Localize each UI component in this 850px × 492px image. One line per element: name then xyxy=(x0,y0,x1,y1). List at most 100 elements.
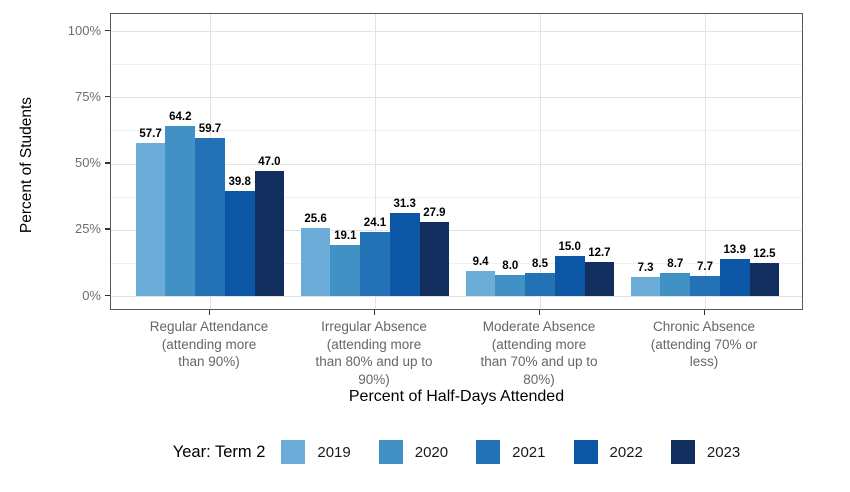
category-label-line: than 90%) xyxy=(178,354,240,369)
category-label-line: (attending 70% or xyxy=(650,336,758,352)
bar-value-label: 59.7 xyxy=(198,122,222,135)
category-label-line: 80%) xyxy=(523,371,555,387)
category-label-line: less) xyxy=(689,354,719,369)
category-label-line: than 80% and up to xyxy=(315,354,433,369)
bar-2023 xyxy=(749,262,780,296)
bar-2022 xyxy=(224,190,255,296)
bar-2022 xyxy=(719,259,750,296)
y-axis-tick xyxy=(105,228,110,230)
legend-swatch-2020 xyxy=(378,440,403,464)
category-label: Chronic Absence (attending 70% or less) xyxy=(616,318,792,371)
bar-value-label: 47.0 xyxy=(258,156,281,169)
category-gridline xyxy=(539,14,541,309)
y-axis-tick xyxy=(105,162,110,164)
bar-value-label: 64.2 xyxy=(169,110,192,123)
minor-gridline xyxy=(111,130,802,132)
category-label: Regular Attendance (attending more than 90… xyxy=(121,318,297,371)
y-tick-label: 0% xyxy=(82,287,101,303)
category-gridline xyxy=(704,14,706,309)
bar-2019 xyxy=(465,271,496,296)
bar-value-label: 31.3 xyxy=(393,198,416,211)
bar-value-label: 27.9 xyxy=(423,207,446,220)
bar-value-label: 13.9 xyxy=(723,244,746,257)
legend-swatch-2023 xyxy=(670,440,695,464)
y-axis-tick xyxy=(105,294,110,296)
bar-2021 xyxy=(360,232,390,296)
category-label-line: Moderate Absence xyxy=(482,319,596,334)
bar-value-label: 8.5 xyxy=(532,258,548,271)
legend-item-2022: 2022 xyxy=(573,440,643,464)
y-tick-label: 75% xyxy=(74,88,101,104)
x-axis-tick xyxy=(208,310,210,315)
minor-gridline xyxy=(111,262,802,264)
minor-gridline xyxy=(111,196,802,198)
category-label-line: Regular Attendance xyxy=(149,319,269,334)
bar-2023 xyxy=(419,222,450,296)
bar-2022 xyxy=(554,256,585,296)
bar-2019 xyxy=(135,143,166,296)
legend-swatch-2019 xyxy=(281,440,306,464)
category-label: Moderate Absence (attending more than 70% … xyxy=(451,318,627,388)
minor-gridline xyxy=(111,64,802,66)
legend-year-label: 2019 xyxy=(317,443,351,461)
bar-value-label: 7.3 xyxy=(637,261,654,274)
category-label-line: (attending more xyxy=(326,336,422,352)
bar-2020 xyxy=(330,245,361,296)
bar-value-label: 7.7 xyxy=(697,260,713,273)
bar-value-label: 25.6 xyxy=(304,213,327,226)
bar-value-label: 15.0 xyxy=(558,241,581,254)
category-label-line: 90%) xyxy=(358,371,390,387)
legend-swatch-2022 xyxy=(573,440,598,464)
category-label-line: Irregular Absence xyxy=(321,319,427,334)
major-gridline xyxy=(111,229,802,231)
x-axis-tick xyxy=(703,310,705,315)
bar-2020 xyxy=(660,272,691,296)
legend-item-2020: 2020 xyxy=(378,440,449,464)
legend-item-2021: 2021 xyxy=(476,440,546,464)
bar-2023 xyxy=(254,171,285,296)
bar-value-label: 8.0 xyxy=(502,259,519,272)
category-label: Irregular Absence (attending more than 80%… xyxy=(286,318,462,388)
category-gridline xyxy=(374,14,376,309)
bar-value-label: 57.7 xyxy=(139,128,162,141)
bar-value-label: 19.1 xyxy=(334,230,357,243)
x-axis-title: Percent of Half-Days Attended xyxy=(348,388,565,405)
y-axis-tick xyxy=(105,29,110,31)
x-axis-tick xyxy=(373,310,375,315)
legend-year-label: 2020 xyxy=(414,443,449,461)
bar-value-label: 39.8 xyxy=(228,175,251,188)
major-gridline xyxy=(111,163,802,165)
bar-2020 xyxy=(165,125,196,296)
bar-value-label: 24.1 xyxy=(363,217,387,230)
category-label-line: Chronic Absence xyxy=(652,319,756,334)
legend-item-2019: 2019 xyxy=(281,440,351,464)
major-gridline xyxy=(111,31,802,32)
bar-2022 xyxy=(389,213,420,296)
chart-legend: Year: Term 2 2019 2020 2021 2022 2023 xyxy=(110,438,803,466)
bar-value-label: 12.5 xyxy=(753,247,776,260)
y-tick-label: 25% xyxy=(74,221,101,237)
bar-value-label: 9.4 xyxy=(472,256,489,269)
bar-value-label: 12.7 xyxy=(588,247,611,260)
major-gridline xyxy=(111,97,802,99)
y-tick-label: 100% xyxy=(67,22,101,38)
bar-2019 xyxy=(630,276,661,296)
y-axis-title: Percent of Students xyxy=(18,96,35,234)
bar-2021 xyxy=(690,275,720,296)
category-label-line: (attending more xyxy=(491,336,587,352)
bar-2020 xyxy=(495,274,526,296)
legend-swatch-2021 xyxy=(476,440,501,464)
bar-2021 xyxy=(525,273,555,296)
legend-item-2023: 2023 xyxy=(670,440,741,464)
bar-2023 xyxy=(584,262,615,296)
plot-panel: 57.7 64.2 59.7 39.8 47.0 25.6 19.1 24.1 31.3 27.9… xyxy=(110,13,803,310)
major-gridline xyxy=(111,296,802,297)
legend-year-label: 2023 xyxy=(706,443,741,461)
bar-2021 xyxy=(195,137,225,296)
x-axis-tick xyxy=(538,310,540,315)
legend-year-label: 2022 xyxy=(609,443,643,461)
category-label-line: than 70% and up to xyxy=(480,354,598,369)
y-axis-tick xyxy=(105,95,110,98)
legend-title: Year: Term 2 xyxy=(172,442,266,461)
